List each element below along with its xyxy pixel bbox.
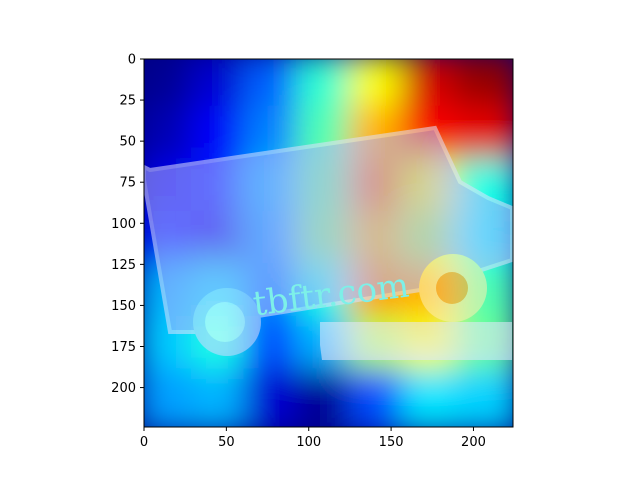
y-tick-label: 125 [111, 258, 136, 273]
y-tick-label: 50 [119, 135, 136, 150]
y-tick-label: 25 [119, 94, 136, 109]
y-tick-label: 100 [111, 217, 136, 232]
y-tick-label: 0 [128, 53, 136, 68]
x-tick-label: 150 [379, 435, 404, 450]
van-image [144, 125, 513, 360]
y-tick-label: 200 [111, 381, 136, 396]
y-axis: 0 25 50 75 100 125 150 175 200 [111, 53, 144, 396]
y-tick-label: 150 [111, 299, 136, 314]
x-tick-label: 50 [218, 435, 235, 450]
x-axis: 0 50 100 150 200 [140, 427, 486, 450]
van-rear-hub [205, 302, 245, 342]
y-tick-label: 175 [111, 340, 136, 355]
y-tick-label: 75 [119, 176, 136, 191]
van-front-hub [436, 272, 468, 304]
plot-frame [143, 58, 514, 428]
x-tick-label: 0 [140, 435, 148, 450]
van-base-plate [320, 322, 512, 360]
x-tick-label: 200 [461, 435, 486, 450]
heatmap-cell [454, 368, 513, 427]
x-tick-label: 100 [296, 435, 321, 450]
